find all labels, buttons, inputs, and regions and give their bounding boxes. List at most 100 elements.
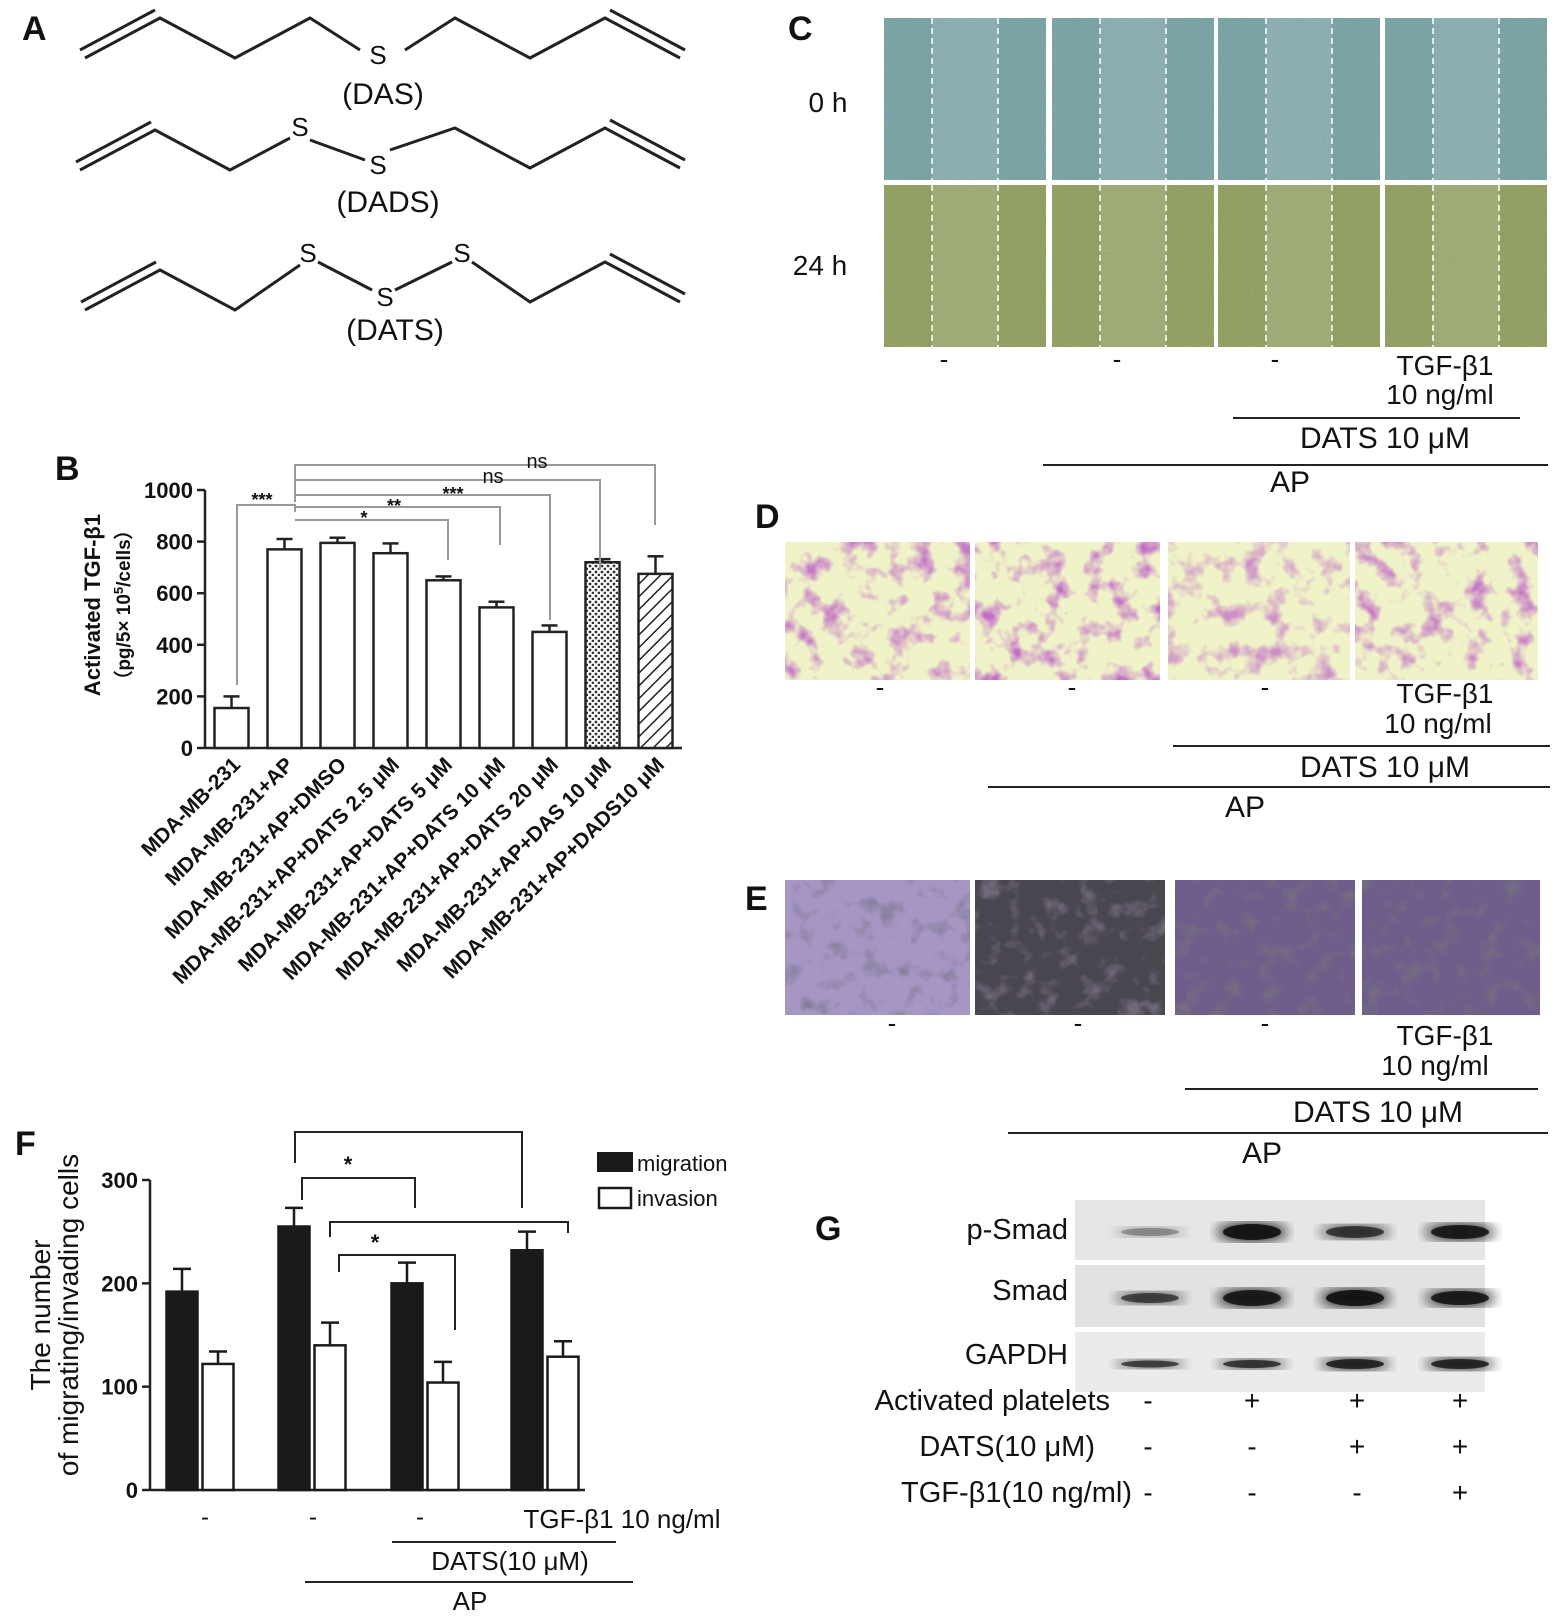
- f-legend-migration-swatch: [597, 1152, 633, 1172]
- scratch-wound-0h-0: [932, 18, 998, 180]
- panel-a: A S (DAS) S S (DADS) S S S: [22, 8, 686, 347]
- migration-stain-0: [785, 542, 970, 680]
- blot-band-core-0-1: [1223, 1224, 1281, 1240]
- panel-g-label: G: [815, 1210, 841, 1248]
- panel-g: G p-Smad Smad GAPDH Activated platelets -…: [815, 1200, 1495, 1509]
- scratch-wound-24h-3: [1433, 185, 1499, 347]
- invasion-images: [785, 880, 1540, 1015]
- c-cond-1: -: [940, 344, 949, 374]
- b-sig-6: ns: [526, 451, 547, 473]
- b-ytick-label-1: 200: [156, 684, 193, 709]
- f-bar-migration-1: [277, 1225, 311, 1492]
- panel-c: C 0 h 24 h - - - TGF-β1 10 ng/ml DATS 10…: [788, 10, 1548, 499]
- scratch-texture-24h-1: [1052, 185, 1214, 347]
- scratch-texture-24h-2: [1218, 185, 1380, 347]
- c-cond-tgf-dose: 10 ng/ml: [1386, 379, 1493, 410]
- scratch-wound-0h-2: [1266, 18, 1332, 180]
- b-bar-1: [266, 548, 303, 750]
- das-label: (DAS): [342, 78, 424, 111]
- b-bar-2: [319, 541, 356, 750]
- panel-b: B Activated TGF-β1 （pg/5× 105/cells） 0 20…: [55, 450, 682, 989]
- panel-d: D - - - TGF-β1 10 ng/ml DATS 10 μM AP: [755, 498, 1550, 824]
- migration-images: [785, 542, 1538, 680]
- b-ytick-label-2: 400: [156, 633, 193, 658]
- invasion-stain-1: [975, 880, 1165, 1015]
- e-cond-3: -: [1261, 1008, 1270, 1038]
- f-bar-migration-2: [390, 1282, 424, 1492]
- d-cond-3: -: [1261, 672, 1270, 702]
- das-sulfur: S: [369, 40, 386, 70]
- g-row-label-0: Activated platelets: [875, 1385, 1110, 1417]
- b-sig-1: ***: [251, 490, 272, 510]
- b-significance: [236, 464, 656, 685]
- f-ytick-label-0: 0: [126, 1478, 138, 1503]
- f-legend-migration: migration: [637, 1151, 727, 1176]
- g-cell-2-2: -: [1352, 1477, 1361, 1508]
- g-cell-0-3: +: [1452, 1385, 1468, 1416]
- c-row-0h: 0 h: [809, 87, 848, 118]
- scratch-assay-images: [884, 18, 1547, 347]
- blot-band-0-0: [1115, 1227, 1185, 1237]
- panel-f: F The number of migrating/invading cells…: [15, 1125, 727, 1616]
- c-cond-3: -: [1271, 344, 1280, 374]
- g-cell-1-0: -: [1143, 1431, 1152, 1462]
- migration-stain-3: [1355, 542, 1538, 680]
- g-treatment-table: Activated platelets - + + + DATS(10 μM) - - + + TG…: [875, 1385, 1469, 1509]
- b-bar-8: [637, 572, 674, 750]
- f-cond-2: -: [309, 1504, 317, 1531]
- f-bar-invasion-1: [313, 1344, 347, 1492]
- scratch-texture-0h-3: [1385, 18, 1547, 180]
- f-bar-migration-0: [165, 1290, 199, 1492]
- g-cell-2-0: -: [1143, 1477, 1152, 1508]
- d-dats-label: DATS 10 μM: [1300, 751, 1470, 784]
- f-bar-invasion-2: [426, 1381, 460, 1492]
- f-ytick-label-2: 200: [101, 1271, 138, 1296]
- e-cond-tgf: TGF-β1: [1397, 1020, 1494, 1051]
- d-cond-tgf-dose: 10 ng/ml: [1384, 708, 1491, 739]
- b-bar-4: [425, 579, 462, 750]
- f-cond-3: -: [416, 1504, 424, 1531]
- g-band-psmad: p-Smad: [966, 1214, 1068, 1246]
- f-sig-2: *: [371, 1230, 380, 1255]
- b-ytick-label-3: 600: [156, 581, 193, 606]
- g-cell-1-3: +: [1452, 1431, 1468, 1462]
- invasion-stain-2: [1175, 880, 1355, 1015]
- b-bar-5: [478, 606, 515, 750]
- f-significance: [294, 1131, 569, 1330]
- scratch-texture-24h-0: [884, 185, 1046, 347]
- g-cell-0-1: +: [1244, 1385, 1260, 1416]
- blot-band-core-0-2: [1326, 1226, 1384, 1238]
- blot-band-core-0-0: [1121, 1228, 1179, 1236]
- chart-f: 0 100 200 300: [101, 1168, 585, 1503]
- dads-sulfur-2: S: [369, 150, 386, 180]
- e-ap-label: AP: [1242, 1137, 1282, 1170]
- c-cond-2: -: [1113, 344, 1122, 374]
- scratch-wound-24h-0: [932, 185, 998, 347]
- blot-band-core-2-1: [1223, 1360, 1281, 1368]
- f-bar-invasion-0: [201, 1362, 235, 1492]
- dads-sulfur-1: S: [291, 112, 308, 142]
- dats-sulfur-2: S: [376, 282, 393, 312]
- panel-a-label: A: [22, 10, 47, 48]
- f-cond-1: -: [201, 1504, 209, 1531]
- b-bar-3: [372, 551, 409, 750]
- panel-b-label: B: [55, 450, 80, 488]
- c-cond-tgf: TGF-β1: [1397, 350, 1494, 381]
- invasion-stain-3: [1362, 880, 1540, 1015]
- blot-band-core-2-0: [1121, 1360, 1179, 1368]
- d-ap-label: AP: [1225, 791, 1265, 824]
- f-ytick-label-3: 300: [101, 1168, 138, 1193]
- g-cell-2-3: +: [1452, 1477, 1468, 1508]
- e-dats-label: DATS 10 μM: [1293, 1096, 1463, 1129]
- b-sig-4: ***: [442, 484, 463, 504]
- panel-e-label: E: [745, 880, 768, 918]
- f-sig-1: *: [344, 1152, 353, 1177]
- scratch-wound-24h-1: [1100, 185, 1166, 347]
- f-ap-label: AP: [453, 1586, 488, 1616]
- scratch-texture-0h-1: [1052, 18, 1214, 180]
- dats-sulfur-1: S: [299, 238, 316, 268]
- f-ylabel-1: The number: [25, 1240, 56, 1391]
- f-bar-migration-3: [510, 1249, 544, 1492]
- c-row-24h: 24 h: [793, 250, 848, 281]
